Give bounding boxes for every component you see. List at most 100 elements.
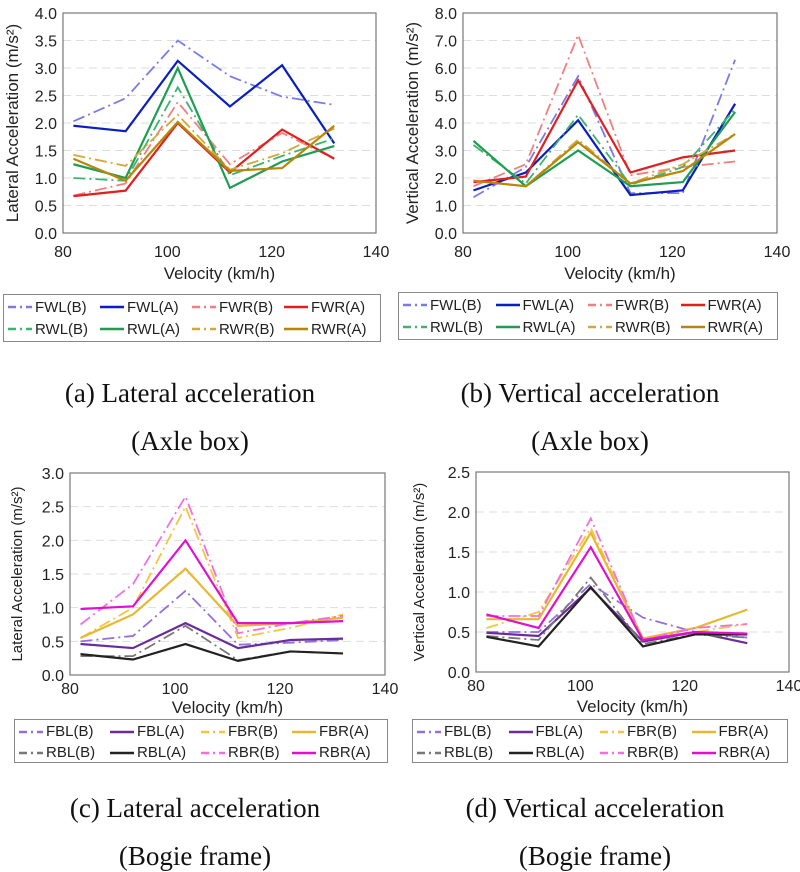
series-line-FWL(A): [73, 59, 336, 144]
figure-caption: (Bogie frame): [118, 841, 272, 871]
legend-swatch: [8, 305, 32, 309]
legend-label: FBL(B): [444, 723, 492, 740]
series-line-FBL(A): [80, 621, 344, 650]
figure-caption: (c) Lateral acceleration: [69, 793, 321, 823]
legend-item: FBR(B): [201, 723, 292, 740]
y-tick-label: 2.0: [435, 171, 457, 188]
legend-label: RBR(A): [319, 744, 371, 761]
legend-label: FWL(B): [430, 296, 482, 314]
figure-caption: (Axle box): [531, 426, 649, 456]
x-tick-label: 80: [454, 244, 472, 261]
series-line-FBR(A): [486, 530, 748, 640]
legend-swatch: [600, 751, 624, 754]
series-line-RWL(A): [472, 111, 737, 188]
legend-label: RBR(B): [627, 744, 679, 761]
legend-swatch: [588, 303, 612, 307]
series-line-RWR(B): [73, 113, 335, 171]
legend-item: RWR(A): [284, 320, 376, 338]
legend-label: RWR(B): [219, 320, 275, 338]
y-tick-label: 8.0: [435, 6, 457, 23]
legend-item: FBL(B): [417, 723, 509, 740]
y-tick-label: 1.0: [35, 171, 57, 188]
legend-label: RBR(A): [718, 744, 771, 761]
legend-swatch: [691, 751, 716, 754]
series-line-RWL(B): [73, 85, 335, 182]
series-line-RBR(B): [486, 516, 748, 642]
legend-label: FBR(B): [228, 723, 278, 740]
legend-swatch: [8, 327, 32, 331]
legend-item: FWL(A): [495, 296, 589, 314]
legend-c: FBL(B) FBL(A) FBR(B) FBR(A) RBL(B) RBL(A) RBR(…: [14, 719, 388, 763]
y-tick-label: 1.0: [435, 199, 457, 216]
legend-item: FBR(B): [600, 723, 692, 740]
x-tick-label: 80: [54, 244, 72, 261]
legend-label: RWL(A): [127, 320, 181, 338]
legend-swatch: [680, 325, 705, 329]
legend-item: FBL(A): [110, 723, 201, 740]
y-axis-label: Lateral Acceleration (m/s²): [9, 486, 26, 661]
series-line-FWR(A): [73, 121, 335, 198]
legend-label: RBL(A): [137, 744, 187, 761]
y-tick-label: 0.5: [35, 199, 57, 216]
series-line-FBR(B): [80, 504, 344, 639]
x-tick-label: 140: [363, 244, 390, 261]
legend-label: FBR(A): [718, 723, 769, 740]
legend-swatch: [192, 305, 216, 309]
x-tick-label: 140: [764, 244, 791, 261]
legend-label: FBL(A): [535, 723, 584, 740]
legend-swatch: [284, 305, 308, 309]
x-tick-label: 100: [162, 681, 189, 698]
legend-item: RWL(A): [495, 318, 589, 336]
chart-c: 0.0 0.5 1.0 1.5 2.0 2.5 3.0 80 100 120 140 Velocity…: [9, 466, 398, 717]
legend-swatch: [292, 751, 316, 754]
legend-item: RBR(B): [600, 744, 692, 761]
y-axis-label: Lateral Acceleration (m/s²): [3, 24, 22, 222]
y-tick-label: 0.5: [448, 625, 470, 642]
legend-swatch: [417, 730, 441, 733]
legend-label: FWL(A): [127, 298, 179, 316]
legend-item: FBR(A): [691, 723, 784, 740]
legend-swatch: [600, 730, 624, 733]
legend-item: FWR(B): [192, 298, 284, 316]
legend-swatch: [100, 327, 124, 331]
legend-swatch: [19, 751, 43, 754]
legend-item: FWR(A): [680, 296, 774, 314]
series-line-RBL(B): [80, 624, 344, 662]
legend-item: RBR(B): [201, 744, 292, 761]
legend-item: FBL(B): [19, 723, 110, 740]
x-tick-label: 80: [467, 678, 485, 695]
legend-item: FBL(A): [508, 723, 601, 740]
y-tick-label: 1.0: [42, 601, 64, 618]
legend-item: RBL(B): [417, 744, 509, 761]
x-tick-label: 100: [567, 678, 594, 695]
y-axis-label: Vertical Acceleration (m/s²): [403, 22, 422, 224]
legend-swatch: [201, 751, 225, 754]
legend-swatch: [508, 751, 533, 754]
y-tick-label: 1.5: [42, 567, 64, 584]
x-axis-label: Velocity (km/h): [577, 697, 688, 716]
figure-caption: (a) Lateral acceleration: [64, 378, 316, 408]
x-tick-label: 100: [554, 244, 581, 261]
legend-swatch: [495, 325, 520, 329]
legend-label: FBR(B): [627, 723, 677, 740]
legend-item: FWL(A): [100, 298, 192, 316]
legend-item: RWL(B): [8, 320, 100, 338]
legend-label: FWL(A): [522, 296, 575, 314]
legend-item: FWR(A): [284, 298, 376, 316]
legend-label: RWR(A): [311, 320, 367, 338]
legend-item: RBL(A): [508, 744, 601, 761]
legend-label: RBL(B): [46, 744, 96, 761]
figure-caption: (d) Vertical acceleration: [465, 793, 725, 823]
series-line-RBR(B): [79, 494, 344, 635]
chart-d: 0.0 0.5 1.0 1.5 2.0 2.5 80 100 120 140 Velocity (k…: [411, 465, 800, 716]
y-tick-label: 2.0: [42, 533, 64, 550]
legend-label: FBR(A): [319, 723, 369, 740]
legend-label: FWR(A): [707, 296, 762, 314]
figure-caption: (b) Vertical acceleration: [460, 378, 720, 408]
legend-swatch: [19, 730, 43, 733]
y-tick-label: 3.0: [35, 61, 57, 78]
legend-swatch: [495, 303, 520, 307]
y-tick-label: 2.5: [448, 465, 470, 482]
legend-label: RWR(B): [615, 318, 671, 336]
legend-label: FBL(A): [137, 723, 185, 740]
